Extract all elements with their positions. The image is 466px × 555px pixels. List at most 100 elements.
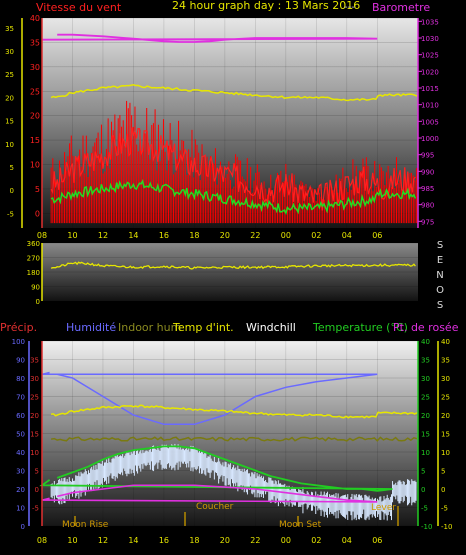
wind-tick-label: 35: [30, 38, 40, 47]
legend-humidity: Humidité: [66, 321, 116, 334]
temp-int-line: [50, 84, 418, 102]
direction-tick-label: 180: [27, 269, 40, 277]
far-right-temp-tick-label: 35: [441, 357, 450, 365]
baro-tick-label: 990: [421, 168, 434, 176]
direction-tick-label: 0: [36, 298, 40, 306]
temp-tick-label: 5: [35, 468, 39, 476]
temp-int-tick-label: 35: [5, 25, 14, 33]
right-temp-tick-label: 25: [421, 394, 430, 402]
legend-temperature: Temperature (°C): [312, 321, 408, 334]
far-right-temp-tick-label: 25: [441, 394, 450, 402]
humidity-tick-label: 10: [16, 505, 25, 513]
baro-tick-label: 1035: [421, 18, 439, 26]
x-tick-label: 10: [67, 536, 77, 545]
right-temp-tick-label: 5: [421, 468, 425, 476]
wind-direction-plot-area: [42, 243, 418, 301]
legend-dewpoint: Pt. de rosée: [393, 321, 459, 334]
wind-direction-axes: 360 270 180 90 0: [27, 240, 40, 306]
wind-baro-series: [41, 33, 418, 224]
compass-letter: S: [437, 300, 443, 311]
x-tick-label: 16: [159, 536, 169, 545]
dewpoint-line: [41, 484, 378, 503]
x-tick-label: 12: [98, 536, 108, 545]
moon-rise-label: Moon Rise: [62, 520, 109, 530]
wind-tick-label: 5: [35, 185, 40, 194]
x-tick-label: 00: [281, 536, 291, 545]
compass-letter: E: [437, 255, 443, 266]
wind-tick-label: 0: [35, 209, 40, 218]
humidity-tick-label: 90: [16, 357, 25, 365]
baro-tick-label: 985: [421, 185, 434, 193]
temp-int-tick-label: 25: [5, 71, 14, 79]
x-tick-label: 22: [250, 231, 260, 240]
direction-tick-label: 360: [27, 240, 40, 248]
x-tick-label: 00: [281, 231, 291, 240]
humidity-tick-label: 60: [16, 412, 25, 420]
baro-tick-label: 980: [421, 202, 434, 210]
far-right-temp-tick-label: -10: [441, 523, 452, 531]
x-tick-label: 14: [128, 231, 138, 240]
right-temp-tick-label: 0: [421, 486, 425, 494]
wind-speed-line: [50, 127, 416, 211]
temp-tick-label: 25: [30, 394, 39, 402]
temp-tick-label: -5: [32, 505, 39, 513]
baro-tick-label: 1030: [421, 35, 439, 43]
x-tick-label: 18: [189, 536, 199, 545]
humidity-tick-label: 80: [16, 375, 25, 383]
x-tick-label: 12: [98, 231, 108, 240]
temp-tick-label: 20: [30, 412, 39, 420]
right-temp-tick-label: -10: [421, 523, 432, 531]
legend-temp-int: Temp d'int.: [172, 321, 234, 334]
right-temp-tick-label: 20: [421, 412, 430, 420]
wind-tick-label: 40: [30, 14, 40, 23]
humidity-tick-label: 30: [16, 468, 25, 476]
baro-tick-label: 1000: [421, 135, 439, 143]
x-tick-label: 02: [311, 231, 321, 240]
temp-int-tick-label: 30: [5, 48, 14, 56]
right-temp-tick-label: 40: [421, 338, 430, 346]
moon-set-label: Moon Set: [279, 520, 322, 530]
temp-tick-label: 30: [30, 375, 39, 383]
far-right-temp-tick-label: 5: [441, 468, 445, 476]
wind-direction-line: [50, 261, 416, 270]
baro-tick-label: 995: [421, 152, 434, 160]
right-temp-tick-label: 30: [421, 375, 430, 383]
x-tick-label: 08: [37, 231, 47, 240]
title-dashes: ---: [344, 2, 355, 13]
indoor-humidity-line: [50, 436, 418, 442]
compass-letter: N: [436, 270, 443, 281]
temp-int-tick-label: 15: [5, 118, 14, 126]
sunrise-label: Lever: [371, 503, 396, 513]
far-right-temp-tick-label: 40: [441, 338, 450, 346]
right-temp-tick-label: 10: [421, 449, 430, 457]
temp-tick-label: 10: [30, 449, 39, 457]
x-tick-label: 14: [128, 536, 138, 545]
graph-title: 24 hour graph day : 13 Mars 2016: [172, 0, 360, 12]
right-temp-tick-label: 15: [421, 431, 430, 439]
sunset-label: Coucher: [196, 502, 234, 512]
temperature-grid: [41, 340, 418, 527]
x-tick-label: 06: [372, 231, 382, 240]
wind-tick-label: 25: [30, 87, 40, 96]
far-right-temp-tick-label: 0: [441, 486, 445, 494]
humidity-tick-label: 40: [16, 449, 25, 457]
humidity-tick-label: 50: [16, 431, 25, 439]
temp-int-tick-label: 10: [5, 141, 14, 149]
compass-letter: O: [436, 285, 444, 296]
x-tick-label: 18: [189, 231, 199, 240]
x-tick-label: 04: [342, 231, 352, 240]
x-tick-label: 04: [342, 536, 352, 545]
baro-tick-label: 1010: [421, 102, 439, 110]
temp-tick-label: 15: [30, 431, 39, 439]
wind-tick-label: 20: [30, 112, 40, 121]
wind-tick-label: 30: [30, 63, 40, 72]
baro-tick-label: 1005: [421, 118, 439, 126]
humidity-tick-label: 0: [21, 523, 25, 531]
wind-tick-label: 10: [30, 161, 40, 170]
right-temp-tick-label: -5: [421, 505, 428, 513]
humidity-tick-label: 100: [12, 338, 25, 346]
x-tick-label: 06: [372, 536, 382, 545]
